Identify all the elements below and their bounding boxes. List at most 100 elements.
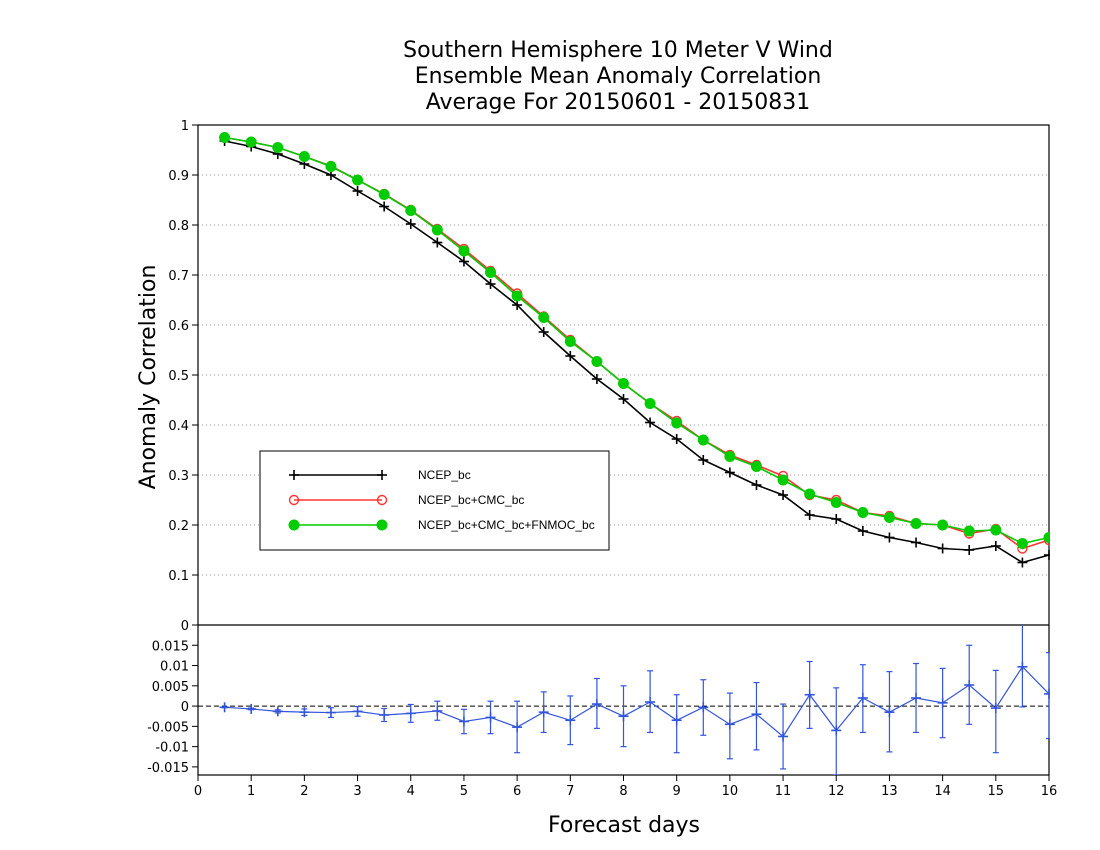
data-point — [724, 451, 736, 462]
difference-point — [512, 722, 523, 733]
difference-point — [1044, 688, 1050, 699]
data-point — [697, 434, 709, 446]
data-point — [325, 161, 337, 172]
data-point — [1017, 557, 1028, 568]
data-point — [1016, 538, 1028, 549]
y-tick-label: 1 — [181, 119, 189, 134]
data-point — [778, 490, 789, 500]
legend-marker — [376, 519, 388, 531]
legend-marker — [288, 519, 300, 531]
data-point — [1044, 550, 1050, 560]
difference-point — [724, 719, 735, 730]
upper-y-axis: 0 0.1 0.2 0.3 0.4 0.5 0.6 0.7 0.8 0.9 1 — [168, 119, 198, 634]
data-point — [884, 532, 895, 543]
data-point — [963, 525, 975, 537]
difference-point — [751, 709, 762, 720]
y-tick-label: 0.6 — [168, 319, 189, 334]
y-tick-label: 0.9 — [168, 169, 189, 184]
data-point — [804, 510, 815, 520]
data-point — [591, 356, 603, 367]
series-2 — [219, 132, 1050, 549]
difference-point — [778, 731, 789, 742]
x-tick-label: 5 — [460, 784, 468, 799]
x-tick-label: 0 — [194, 784, 202, 799]
x-tick-label: 12 — [828, 784, 845, 799]
difference-point — [538, 707, 549, 718]
legend-marker — [377, 470, 387, 480]
data-point — [405, 205, 417, 216]
data-point — [830, 497, 842, 508]
data-point — [485, 267, 497, 278]
series-line — [224, 140, 1050, 564]
difference-point — [219, 702, 230, 713]
lower-y-tick-label: -0.015 — [147, 761, 189, 776]
data-point — [379, 201, 390, 212]
data-point — [645, 417, 656, 428]
x-tick-label: 3 — [353, 784, 361, 799]
y-tick-label: 0.2 — [168, 519, 189, 534]
difference-point — [432, 705, 443, 716]
x-tick-label: 11 — [775, 784, 792, 799]
legend-entry: NCEP_bc+CMC_bc+FNMOC_bc — [288, 518, 595, 532]
chart-title: Southern Hemisphere 10 Meter V Wind Ense… — [403, 38, 833, 115]
x-tick-label: 9 — [673, 784, 681, 799]
difference-point — [458, 716, 469, 727]
data-point — [352, 174, 364, 186]
data-point — [857, 507, 869, 518]
difference-point — [325, 707, 336, 718]
y-tick-label: 0.7 — [168, 269, 189, 284]
difference-point — [485, 712, 496, 723]
x-tick-label: 10 — [722, 784, 739, 799]
data-point — [671, 417, 683, 429]
difference-point — [964, 680, 975, 690]
legend-label: NCEP_bc+CMC_bc+FNMOC_bc — [418, 518, 595, 532]
data-point — [432, 237, 443, 248]
difference-point — [591, 699, 602, 710]
lower-y-tick-label: 0.015 — [152, 639, 189, 654]
difference-line — [224, 665, 1050, 738]
lower-series-group — [219, 625, 1050, 775]
x-axis: 0 1 2 3 4 5 6 7 8 9 10 11 12 13 14 15 16 — [194, 775, 1057, 799]
difference-point — [565, 715, 576, 726]
difference-point — [698, 702, 709, 713]
data-point — [405, 219, 416, 229]
data-point — [538, 327, 549, 337]
x-tick-label: 4 — [407, 784, 415, 799]
difference-series — [219, 625, 1050, 775]
y-tick-label: 0.3 — [168, 469, 189, 484]
chart-title-line-2: Ensemble Mean Anomaly Correlation — [415, 64, 822, 89]
legend-marker — [288, 494, 300, 506]
difference-point — [884, 707, 895, 718]
difference-point — [804, 689, 815, 700]
data-point — [751, 480, 762, 490]
legend-marker — [376, 494, 388, 506]
data-point — [990, 524, 1002, 536]
data-point — [272, 142, 284, 153]
lower-y-tick-label: -0.01 — [155, 741, 189, 756]
data-point — [298, 151, 310, 162]
lower-y-axis: -0.015 -0.01 -0.005 0 0.005 0.01 0.015 — [147, 639, 198, 776]
difference-point — [405, 708, 416, 719]
legend-entry: NCEP_bc — [289, 468, 471, 482]
difference-point — [831, 725, 842, 736]
lower-y-tick-label: 0.01 — [160, 660, 189, 675]
difference-point — [857, 692, 868, 703]
legend-label: NCEP_bc — [418, 468, 471, 482]
data-point — [458, 256, 469, 267]
x-tick-label: 16 — [1041, 784, 1058, 799]
data-point — [777, 474, 789, 486]
data-point — [910, 518, 922, 529]
data-point — [378, 189, 390, 200]
data-point — [883, 512, 895, 523]
x-tick-label: 13 — [881, 784, 898, 799]
data-point — [538, 312, 550, 323]
difference-point — [671, 715, 682, 726]
chart-title-line-1: Southern Hemisphere 10 Meter V Wind — [403, 38, 833, 63]
plot-frame — [197, 124, 1050, 776]
data-point — [458, 245, 470, 257]
data-point — [964, 545, 975, 555]
difference-point — [246, 703, 257, 714]
data-point — [485, 279, 496, 289]
legend-marker — [289, 470, 299, 480]
legend-label: NCEP_bc+CMC_bc — [418, 493, 524, 507]
